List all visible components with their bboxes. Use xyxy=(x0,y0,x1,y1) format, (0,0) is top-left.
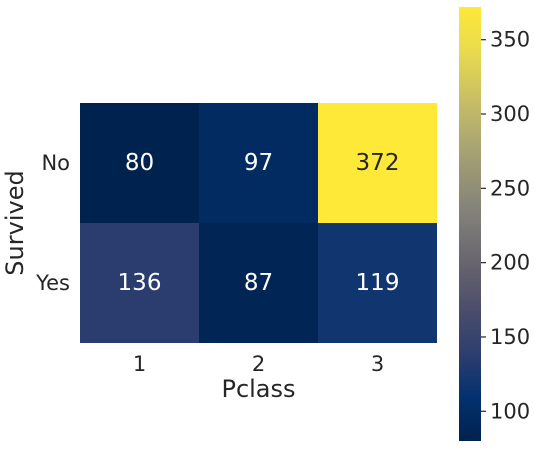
y-axis-label: Survived xyxy=(1,170,29,275)
y-tick-label: Yes xyxy=(35,271,70,295)
cell-value-label: 136 xyxy=(118,270,162,296)
heatmap-cell xyxy=(80,103,199,223)
colorbar-tick-label: 100 xyxy=(490,399,530,423)
cell-value-label: 80 xyxy=(125,150,154,176)
colorbar-tick-label: 250 xyxy=(490,176,530,200)
x-tick-label: 2 xyxy=(252,352,265,376)
colorbar-tick-label: 150 xyxy=(490,325,530,349)
cell-value-label: 87 xyxy=(244,270,273,296)
heatmap-annotations: 80 97 372 136 87 119 xyxy=(118,150,400,296)
colorbar-tick-label: 300 xyxy=(490,102,530,126)
colorbar xyxy=(459,7,481,441)
cell-value-label: 119 xyxy=(356,270,400,296)
heatmap-cell xyxy=(80,223,199,343)
colorbar-tick-label: 350 xyxy=(490,28,530,52)
x-axis-ticks: 1 2 3 xyxy=(133,352,384,376)
heatmap-cell xyxy=(318,223,437,343)
cell-value-label: 372 xyxy=(356,150,400,176)
x-axis-label: Pclass xyxy=(221,375,295,403)
cell-value-label: 97 xyxy=(244,150,273,176)
x-tick-label: 3 xyxy=(371,352,384,376)
colorbar-tick-label: 200 xyxy=(490,251,530,275)
y-axis-ticks: No Yes xyxy=(35,151,70,295)
x-tick-label: 1 xyxy=(133,352,146,376)
heatmap-cell xyxy=(199,103,318,223)
heatmap-cell xyxy=(199,223,318,343)
y-tick-label: No xyxy=(41,151,70,175)
heatmap-cells xyxy=(80,103,437,343)
heatmap-cell xyxy=(318,103,437,223)
colorbar-ticks: 100 150 200 250 300 350 xyxy=(481,28,530,423)
